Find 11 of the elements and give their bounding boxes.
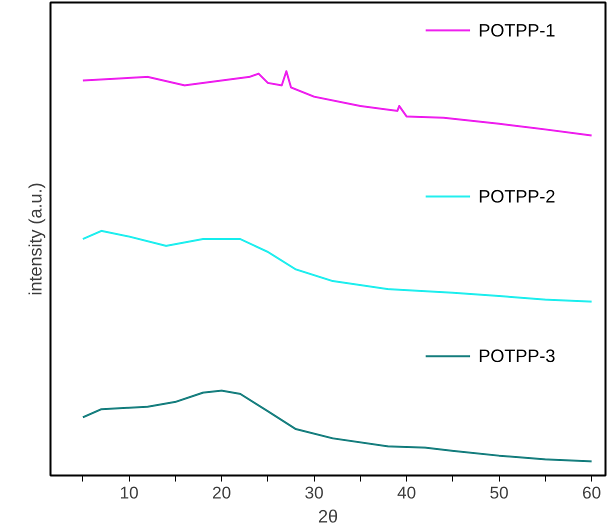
legend-label: POTPP-3 [478,346,556,366]
x-tick-label: 10 [120,484,139,502]
x-axis-title: 2θ [318,506,338,526]
x-tick-label: 50 [490,484,509,502]
y-axis-title: intensity (a.u.) [26,182,46,296]
x-tick-label: 60 [582,484,602,502]
x-tick-label: 30 [304,484,324,502]
x-tick-label: 40 [397,484,416,502]
x-tick-label: 20 [212,484,232,502]
legend-label: POTPP-2 [478,186,556,207]
legend-label: POTPP-1 [478,20,556,40]
